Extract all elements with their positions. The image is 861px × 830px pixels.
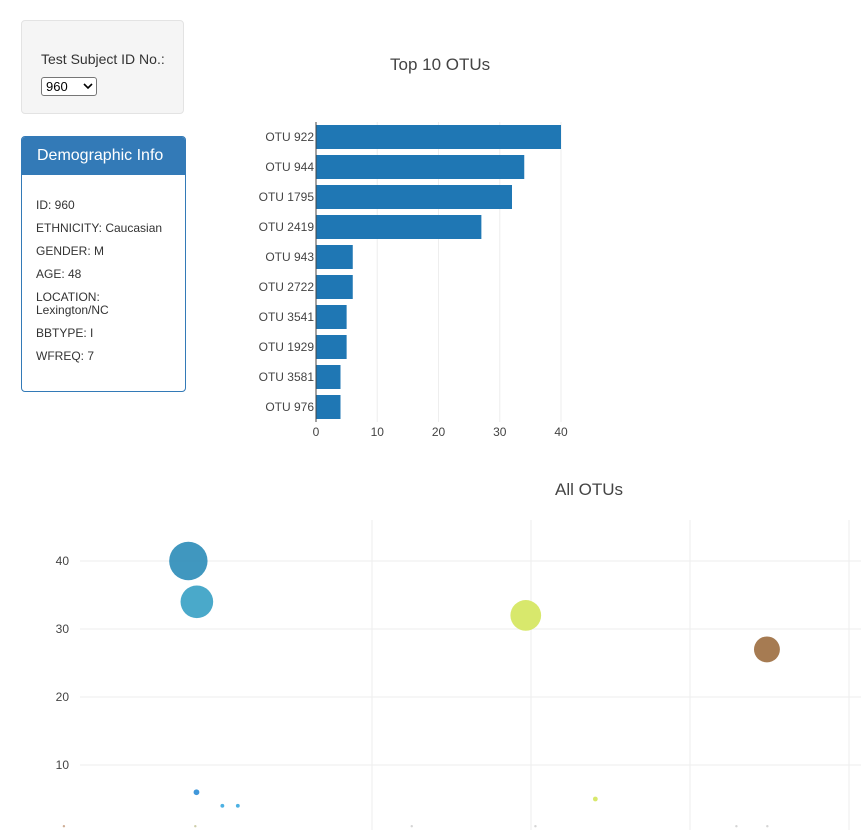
bar-chart-category-label: OTU 944 xyxy=(265,160,314,174)
bar-otu-2419 xyxy=(316,215,482,239)
bar-otu-1795 xyxy=(316,185,512,209)
bar-chart: OTU 922 OTU 944 OTU 1795 OTU 2419 OTU 943 OTU… xyxy=(259,122,568,439)
bar-chart-x-tick-label: 40 xyxy=(554,425,568,439)
demographic-age: AGE: 48 xyxy=(36,267,82,281)
bar-chart-x-tick-label: 20 xyxy=(432,425,446,439)
bar-chart-x-tick-label: 0 xyxy=(313,425,320,439)
bar-chart-category-label: OTU 922 xyxy=(265,130,314,144)
bar-otu-976 xyxy=(316,395,341,419)
bar-otu-922 xyxy=(316,125,561,149)
demographic-panel-body: ID: 960 ETHNICITY: Caucasian GENDER: M A… xyxy=(22,175,185,363)
bar-otu-943 xyxy=(316,245,353,269)
bar-chart-category-label: OTU 2419 xyxy=(259,220,315,234)
bubble-point xyxy=(766,825,769,828)
bubble-point xyxy=(534,825,537,828)
bubble-point xyxy=(753,636,780,663)
bubble-chart-y-tick-label: 20 xyxy=(56,690,70,704)
subject-id-select[interactable]: 960 xyxy=(41,77,97,96)
bar-otu-1929 xyxy=(316,335,347,359)
bubble-point xyxy=(194,825,197,828)
bar-chart-x-tick-label: 10 xyxy=(371,425,385,439)
bubble-chart-title: All OTUs xyxy=(555,480,623,499)
bar-chart-category-label: OTU 1795 xyxy=(259,190,315,204)
bubble-chart: 40 30 20 10 xyxy=(56,520,861,830)
bubble-chart-y-tick-label: 10 xyxy=(56,758,70,772)
bar-chart-category-label: OTU 3581 xyxy=(259,370,315,384)
demographic-panel-header: Demographic Info xyxy=(22,137,185,175)
bubble-point xyxy=(193,789,200,796)
bubble-point xyxy=(235,803,240,808)
demographic-ethnicity: ETHNICITY: Caucasian xyxy=(36,221,163,235)
bar-chart-category-label: OTU 976 xyxy=(265,400,314,414)
bubble-point xyxy=(180,585,214,619)
chevron-down-icon xyxy=(83,83,93,90)
subject-selector-well: Test Subject ID No.: 960 xyxy=(21,20,184,114)
demographic-id: ID: 960 xyxy=(36,198,75,212)
demographic-bbtype: BBTYPE: I xyxy=(36,326,94,340)
bubble-point xyxy=(510,600,542,631)
bubble-chart-y-tick-label: 30 xyxy=(56,622,70,636)
demographic-gender: GENDER: M xyxy=(36,244,105,258)
bubble-point xyxy=(169,541,208,581)
demographic-wfreq: WFREQ: 7 xyxy=(36,349,95,363)
bar-chart-category-label: OTU 1929 xyxy=(259,340,315,354)
demographic-location: LOCATION: Lexington/NC xyxy=(36,290,109,317)
bubble-point xyxy=(592,796,598,802)
bar-otu-3541 xyxy=(316,305,347,329)
bar-chart-category-label: OTU 3541 xyxy=(259,310,315,324)
bar-chart-category-label: OTU 943 xyxy=(265,250,314,264)
bar-otu-3581 xyxy=(316,365,341,389)
bubble-point xyxy=(62,825,66,828)
bar-chart-x-tick-label: 30 xyxy=(493,425,507,439)
bubble-point xyxy=(735,825,738,828)
bubble-point xyxy=(410,825,413,828)
subject-selector-label: Test Subject ID No.: xyxy=(41,51,165,67)
bar-chart-title: Top 10 OTUs xyxy=(390,55,491,74)
bubble-point xyxy=(220,803,225,808)
demographic-panel: Demographic Info ID: 960 ETHNICITY: Cauc… xyxy=(21,136,186,392)
bar-otu-2722 xyxy=(316,275,353,299)
subject-id-selected-value: 960 xyxy=(46,79,68,94)
bubble-chart-y-tick-label: 40 xyxy=(56,554,70,568)
bar-chart-category-label: OTU 2722 xyxy=(259,280,315,294)
bar-otu-944 xyxy=(316,155,525,179)
